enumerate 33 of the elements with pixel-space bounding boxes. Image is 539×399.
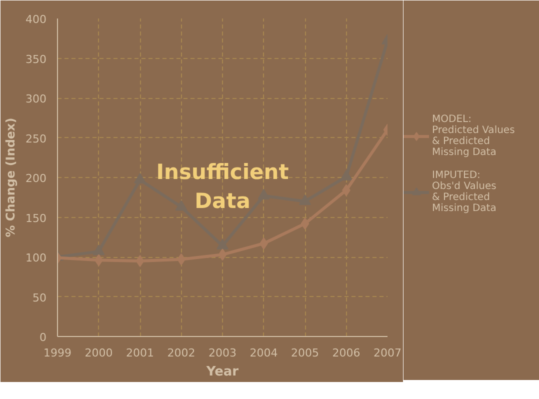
annotation: Insufficient Data	[156, 160, 289, 213]
y-tick-label: 50	[32, 291, 47, 304]
legend-label: MODEL: Predicted Values & Predicted Missing Data	[432, 114, 515, 158]
x-tick-label: 1999	[44, 346, 72, 360]
point	[134, 173, 146, 184]
x-tick-label: 2002	[167, 346, 196, 360]
y-tick-label: 150	[26, 212, 47, 225]
x-axis-title: Year	[205, 364, 240, 380]
point	[300, 218, 310, 230]
y-tick-label: 300	[26, 92, 47, 106]
point	[258, 188, 270, 200]
y-axis-title: % Change (Index)	[4, 118, 18, 238]
point	[92, 244, 105, 256]
point	[299, 194, 311, 206]
point	[216, 239, 228, 250]
x-tick-label: 2004	[250, 346, 278, 360]
y-tick-label: 350	[26, 52, 47, 66]
point	[218, 248, 227, 261]
legend-label: IMPUTED: Obs'd Values & Predicted Missing Data	[432, 170, 496, 214]
x-tick-label: 2003	[208, 346, 237, 360]
y-tick-label: 100	[26, 252, 47, 264]
x-tick-label: 2005	[291, 346, 320, 360]
x-tick-label: 2007	[374, 346, 402, 360]
y-tick-label: 250	[26, 132, 47, 146]
x-tick-label: 2006	[332, 346, 360, 360]
x-tick-label: 2000	[84, 346, 113, 360]
point	[175, 200, 188, 211]
y-tick-label: 400	[26, 13, 47, 26]
point	[340, 170, 352, 180]
y-tick-label: 200	[26, 172, 47, 185]
point	[136, 254, 144, 267]
y-tick-label: 0	[40, 331, 46, 344]
x-tick-label: 2001	[126, 346, 154, 360]
